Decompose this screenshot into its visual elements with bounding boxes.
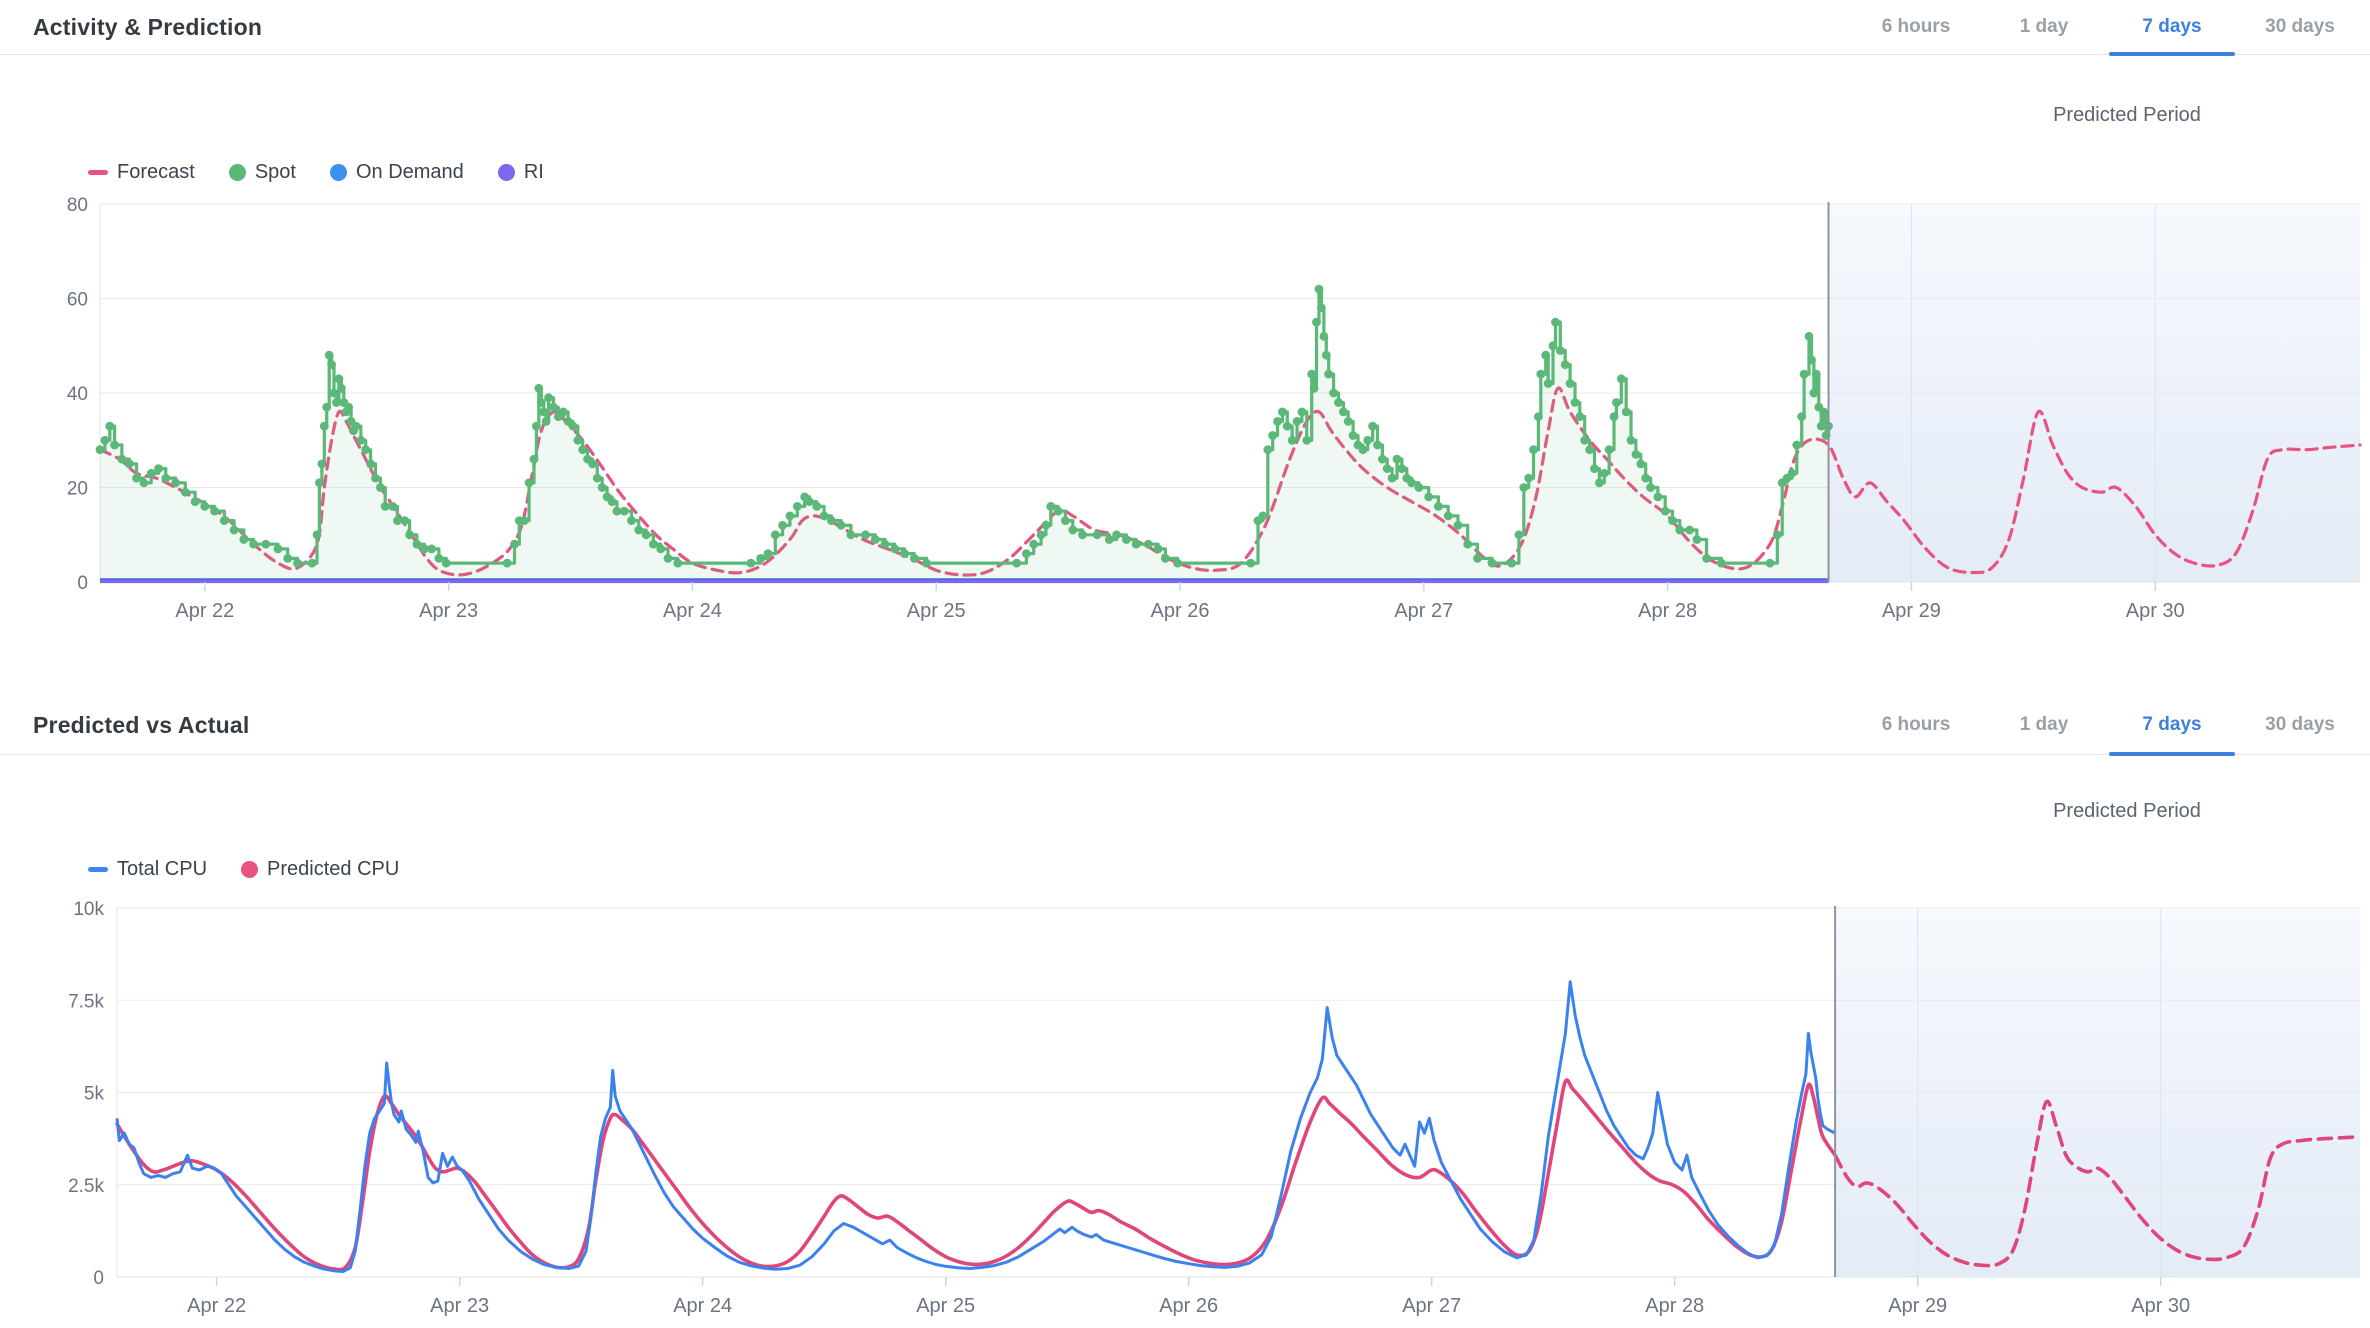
- series-predicted-cpu-forecast: [1833, 1099, 2362, 1268]
- tab-6-hours[interactable]: 6 hours: [1881, 16, 1951, 37]
- x-axis-label: Apr 27: [1402, 1295, 1461, 1317]
- tab2-7-days[interactable]: 7 days: [2108, 696, 2236, 756]
- activity-prediction-header: Activity & Prediction 6 hours 1 day 7 da…: [0, 0, 2370, 56]
- time-range-tabs-cpu: 6 hours 1 day 7 days 30 days: [1852, 696, 2364, 756]
- series-spot-markers: [95, 284, 1833, 568]
- x-axis-label: Apr 28: [1638, 600, 1697, 622]
- time-range-tabs-activity: 6 hours 1 day 7 days 30 days: [1852, 0, 2364, 56]
- legend-item-on-demand[interactable]: On Demand: [329, 161, 464, 184]
- x-axis-label: Apr 27: [1394, 600, 1453, 622]
- x-axis-label: Apr 22: [187, 1295, 246, 1317]
- x-axis-label: Apr 30: [2131, 1295, 2190, 1317]
- on-demand-circle-icon: [329, 164, 347, 181]
- x-axis-label: Apr 24: [663, 600, 722, 622]
- legend-item-ri[interactable]: RI: [497, 161, 544, 184]
- y-axis-label: 2.5k: [68, 1176, 104, 1197]
- y-axis-label: 60: [67, 290, 88, 311]
- page-title: Activity & Prediction: [33, 13, 263, 40]
- y-axis-label: 10k: [73, 899, 104, 920]
- series-predicted-cpu: [115, 1078, 1837, 1272]
- legend-activity: Forecast Spot On Demand RI: [88, 161, 544, 184]
- tab-1-day[interactable]: 1 day: [2019, 16, 2069, 37]
- predicted-period-label-activity: Predicted Period: [2053, 104, 2201, 126]
- predicted-cpu-circle-icon: [241, 861, 259, 878]
- x-axis-label: Apr 23: [430, 1295, 489, 1317]
- y-axis-label: 40: [67, 384, 88, 405]
- x-axis-label: Apr 29: [1882, 600, 1941, 622]
- legend-cpu: Total CPU Predicted CPU: [88, 858, 399, 881]
- x-axis-label: Apr 24: [673, 1295, 732, 1317]
- x-axis-label: Apr 26: [1159, 1295, 1218, 1317]
- tab2-1-day[interactable]: 1 day: [2019, 714, 2069, 735]
- x-axis-label: Apr 26: [1151, 600, 1210, 622]
- section2-title: Predicted vs Actual: [33, 711, 250, 738]
- legend-item-total-cpu[interactable]: Total CPU: [88, 858, 207, 881]
- y-axis-label: 0: [93, 1268, 104, 1289]
- total-cpu-dash-icon: [88, 867, 108, 872]
- ri-circle-icon: [497, 164, 515, 181]
- x-axis-label: Apr 29: [1888, 1295, 1947, 1317]
- x-axis-label: Apr 30: [2126, 600, 2185, 622]
- y-axis-label: 7.5k: [68, 991, 104, 1012]
- legend-item-spot[interactable]: Spot: [228, 161, 296, 184]
- tab2-6-hours[interactable]: 6 hours: [1881, 714, 1951, 735]
- series-spot-area: [100, 289, 1829, 582]
- y-axis-label: 5k: [84, 1084, 105, 1105]
- y-axis-label: 0: [77, 573, 88, 594]
- x-axis-label: Apr 25: [916, 1295, 975, 1317]
- series-total-cpu: [115, 980, 1836, 1273]
- tab2-30-days[interactable]: 30 days: [2265, 714, 2335, 735]
- predicted-vs-actual-header: Predicted vs Actual 6 hours 1 day 7 days…: [0, 696, 2370, 756]
- y-axis-label: 80: [67, 195, 88, 216]
- predicted-period-label-cpu: Predicted Period: [2053, 800, 2201, 822]
- tab-30-days[interactable]: 30 days: [2265, 16, 2335, 37]
- legend-item-predicted-cpu[interactable]: Predicted CPU: [241, 858, 399, 881]
- activity-prediction-plot-area[interactable]: Apr 22 Apr 23 Apr 24 Apr 25 Apr 26 Apr 27 Apr …: [67, 195, 2362, 622]
- x-axis-label: Apr 25: [907, 600, 966, 622]
- tab-7-days[interactable]: 7 days: [2108, 0, 2236, 56]
- x-axis-label: Apr 23: [419, 600, 478, 622]
- forecast-dash-icon: [88, 170, 108, 175]
- x-axis-label: Apr 22: [175, 600, 234, 622]
- x-axis-label: Apr 28: [1645, 1295, 1704, 1317]
- predicted-vs-actual-plot-area[interactable]: Apr 22 Apr 23 Apr 24 Apr 25 Apr 26 Apr 27 Apr …: [68, 899, 2362, 1317]
- y-axis-label: 20: [67, 479, 88, 500]
- spot-circle-icon: [228, 164, 246, 181]
- legend-item-forecast[interactable]: Forecast: [88, 161, 195, 184]
